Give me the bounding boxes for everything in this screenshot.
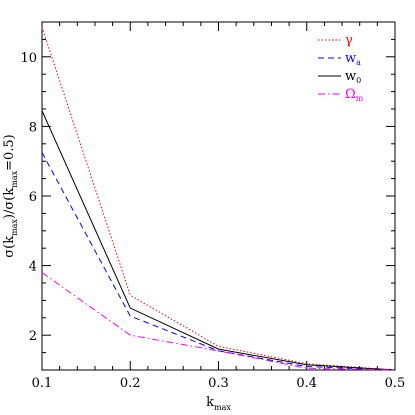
legend-label-4: Ωm — [345, 87, 364, 103]
x-axis-title: kmax — [206, 395, 231, 412]
series-line-3 — [41, 110, 396, 371]
y-axis-title: σ(kmax)/σ(kmax=0.5) — [2, 134, 19, 258]
legend-label-2: wa — [345, 51, 361, 67]
legend-label-3: w0 — [345, 69, 361, 85]
legend-label-1: γ — [345, 33, 353, 48]
x-tick-label: 0.4 — [296, 376, 317, 391]
series-line-4 — [41, 272, 396, 371]
legend: γ wa w0 Ωm — [318, 33, 364, 103]
plot-frame-group — [41, 21, 396, 371]
x-tick-label: 0.2 — [120, 376, 141, 391]
x-tick-label: 0.5 — [385, 376, 406, 391]
series-group — [41, 27, 396, 371]
y-tick-label: 8 — [29, 120, 37, 135]
plot-frame — [41, 21, 396, 371]
y-tick-label: 6 — [29, 190, 37, 205]
y-tick-label: 4 — [29, 260, 37, 275]
series-line-1 — [41, 27, 396, 371]
series-line-2 — [41, 152, 396, 371]
y-tick-label: 10 — [20, 51, 37, 66]
x-tick-label: 0.3 — [208, 376, 229, 391]
ticks-group: 0.1 0.2 0.3 0.4 0.5 2 4 6 8 10 — [20, 22, 405, 391]
x-tick-label: 0.1 — [32, 376, 53, 391]
y-tick-label: 2 — [29, 329, 37, 344]
